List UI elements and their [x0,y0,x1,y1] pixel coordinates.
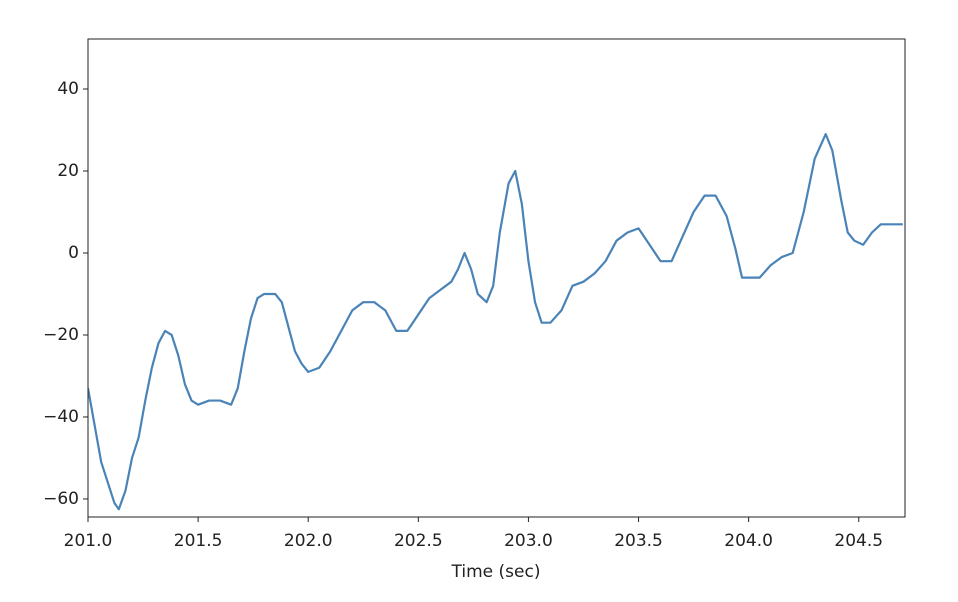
x-axis-label: Time (sec) [451,562,541,582]
y-tick-label: 40 [57,79,79,99]
x-tick-label: 201.5 [174,531,223,551]
x-tick-label: 202.5 [394,531,443,551]
y-tick-label: −40 [43,407,79,427]
x-tick-label: 203.0 [504,531,553,551]
plot-frame [87,38,906,518]
x-tick-label: 201.0 [64,531,113,551]
x-tick-label: 203.5 [614,531,663,551]
y-tick-label: −60 [43,489,79,509]
x-tick-label: 204.0 [724,531,773,551]
y-tick-label: −20 [43,325,79,345]
x-tick-label: 202.0 [284,531,333,551]
y-tick-label: 20 [57,161,79,181]
x-tick-label: 204.5 [834,531,883,551]
y-tick-label: 0 [68,243,79,263]
data-line [88,133,903,511]
